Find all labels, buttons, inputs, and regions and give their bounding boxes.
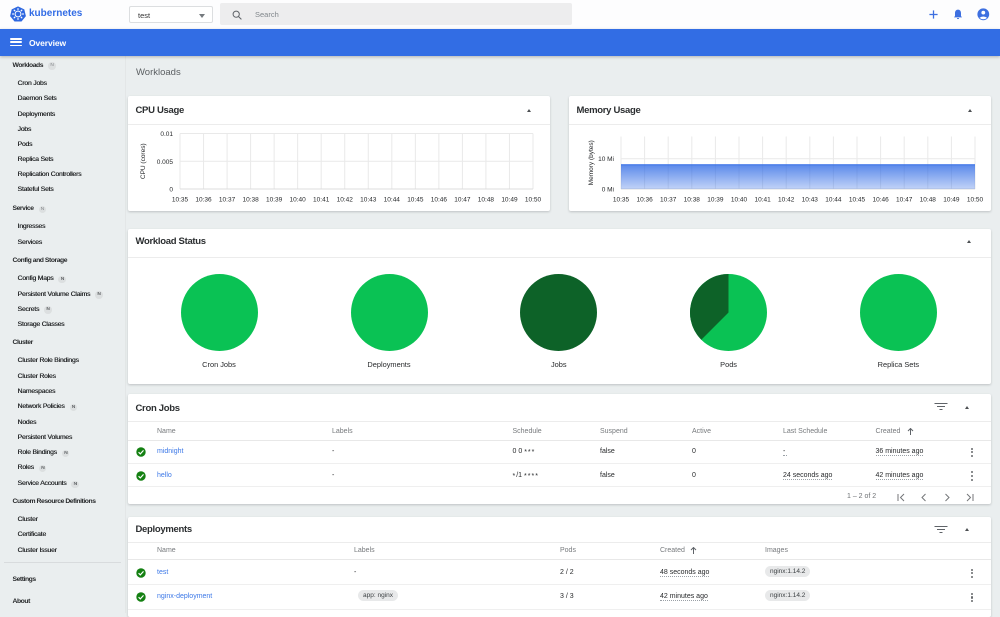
svg-text:0: 0 [169,187,173,194]
svg-text:10:44: 10:44 [384,197,401,204]
svg-text:10:37: 10:37 [219,197,236,204]
svg-text:10:40: 10:40 [731,197,748,204]
svg-text:10:44: 10:44 [825,197,842,204]
svg-text:10:50: 10:50 [967,197,984,204]
svg-text:10:37: 10:37 [660,197,677,204]
svg-text:10 Mi: 10 Mi [598,156,614,163]
svg-text:0.005: 0.005 [157,159,174,166]
svg-text:10:41: 10:41 [313,197,330,204]
svg-text:Memory (bytes): Memory (bytes) [588,140,595,185]
svg-text:10:40: 10:40 [290,197,307,204]
svg-text:10:50: 10:50 [525,197,542,204]
svg-text:10:43: 10:43 [802,197,819,204]
svg-text:10:39: 10:39 [266,197,283,204]
svg-text:10:48: 10:48 [920,197,937,204]
svg-text:10:42: 10:42 [778,197,795,204]
svg-text:CPU (cores): CPU (cores) [140,143,147,179]
svg-text:10:43: 10:43 [360,197,377,204]
svg-text:10:47: 10:47 [896,197,913,204]
svg-text:10:46: 10:46 [431,197,448,204]
svg-text:10:49: 10:49 [943,197,960,204]
svg-text:10:35: 10:35 [613,197,630,204]
svg-text:10:45: 10:45 [849,197,866,204]
svg-text:0.01: 0.01 [160,131,173,138]
svg-text:0 Mi: 0 Mi [602,187,614,194]
svg-text:10:48: 10:48 [478,197,495,204]
svg-text:10:36: 10:36 [195,197,212,204]
svg-text:10:38: 10:38 [242,197,259,204]
svg-text:10:47: 10:47 [454,197,471,204]
svg-text:10:36: 10:36 [636,197,653,204]
svg-text:10:39: 10:39 [707,197,724,204]
svg-text:10:45: 10:45 [407,197,424,204]
svg-text:10:46: 10:46 [872,197,889,204]
svg-text:10:41: 10:41 [754,197,771,204]
svg-text:10:42: 10:42 [337,197,354,204]
svg-text:10:35: 10:35 [172,197,189,204]
svg-text:10:49: 10:49 [501,197,518,204]
svg-text:10:38: 10:38 [684,197,701,204]
